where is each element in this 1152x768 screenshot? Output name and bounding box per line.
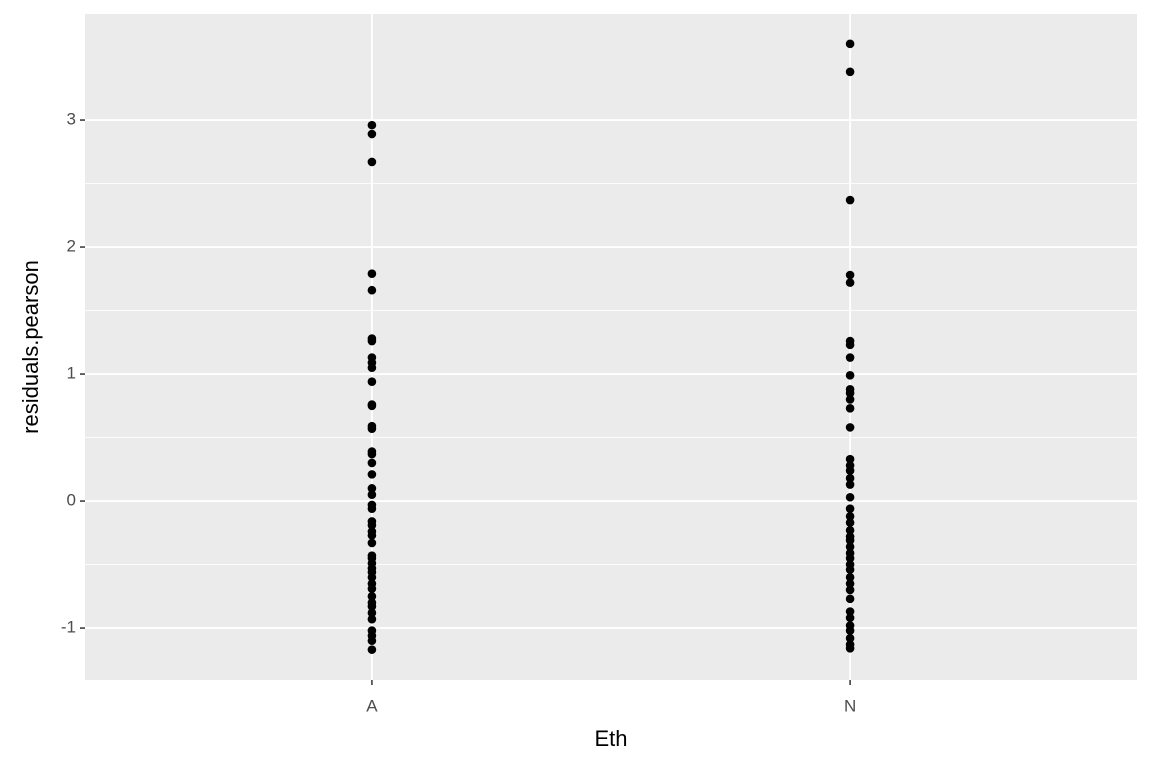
point [845, 518, 855, 527]
y-tick-label: 1 [67, 364, 76, 383]
point [367, 377, 377, 386]
point [845, 644, 855, 653]
panel [85, 14, 1137, 680]
point [367, 484, 377, 493]
point [367, 614, 377, 624]
point [367, 120, 377, 130]
point [367, 520, 377, 530]
point [845, 340, 855, 350]
x-tick-label: A [366, 696, 378, 715]
point [367, 490, 377, 500]
y-tick-label: 0 [67, 491, 76, 510]
point [845, 525, 855, 535]
point [367, 504, 377, 513]
point [845, 607, 855, 616]
point [367, 449, 377, 459]
point [367, 129, 377, 139]
point [367, 269, 377, 279]
point [367, 401, 377, 411]
point [845, 633, 855, 643]
point [845, 565, 855, 574]
point [845, 395, 855, 404]
point [367, 602, 377, 611]
point [845, 466, 855, 475]
point [367, 584, 377, 593]
point [845, 572, 855, 582]
point [845, 39, 855, 49]
point [845, 594, 855, 604]
point [845, 353, 855, 362]
point [367, 363, 377, 373]
point [845, 579, 855, 588]
point [845, 553, 855, 563]
point [367, 336, 377, 346]
point [845, 195, 855, 205]
point [845, 423, 855, 432]
x-tick-label: N [844, 696, 856, 715]
point [845, 613, 855, 623]
point [845, 388, 855, 398]
point [367, 531, 377, 540]
point [367, 608, 377, 618]
y-axis-title: residuals.pearson [18, 260, 43, 434]
point [845, 542, 855, 552]
point [367, 470, 377, 479]
point [845, 454, 855, 464]
point [845, 473, 855, 483]
point [367, 285, 377, 295]
point [845, 492, 855, 502]
point [845, 270, 855, 280]
point [845, 536, 855, 545]
point [367, 458, 377, 468]
point [367, 424, 377, 433]
point [367, 572, 377, 582]
point [845, 504, 855, 513]
point [367, 636, 377, 646]
point [845, 404, 855, 413]
y-tick-label: 3 [67, 110, 76, 129]
point [845, 371, 855, 380]
point [367, 157, 377, 167]
point [845, 480, 855, 489]
point [367, 645, 377, 654]
point [367, 538, 377, 548]
y-tick-label: 2 [67, 237, 76, 256]
point [367, 592, 377, 601]
point [845, 278, 855, 287]
x-axis-title: Eth [594, 726, 627, 751]
y-tick-label: -1 [61, 618, 76, 637]
point [845, 626, 855, 635]
point [845, 585, 855, 595]
point [845, 67, 855, 77]
point [845, 511, 855, 521]
